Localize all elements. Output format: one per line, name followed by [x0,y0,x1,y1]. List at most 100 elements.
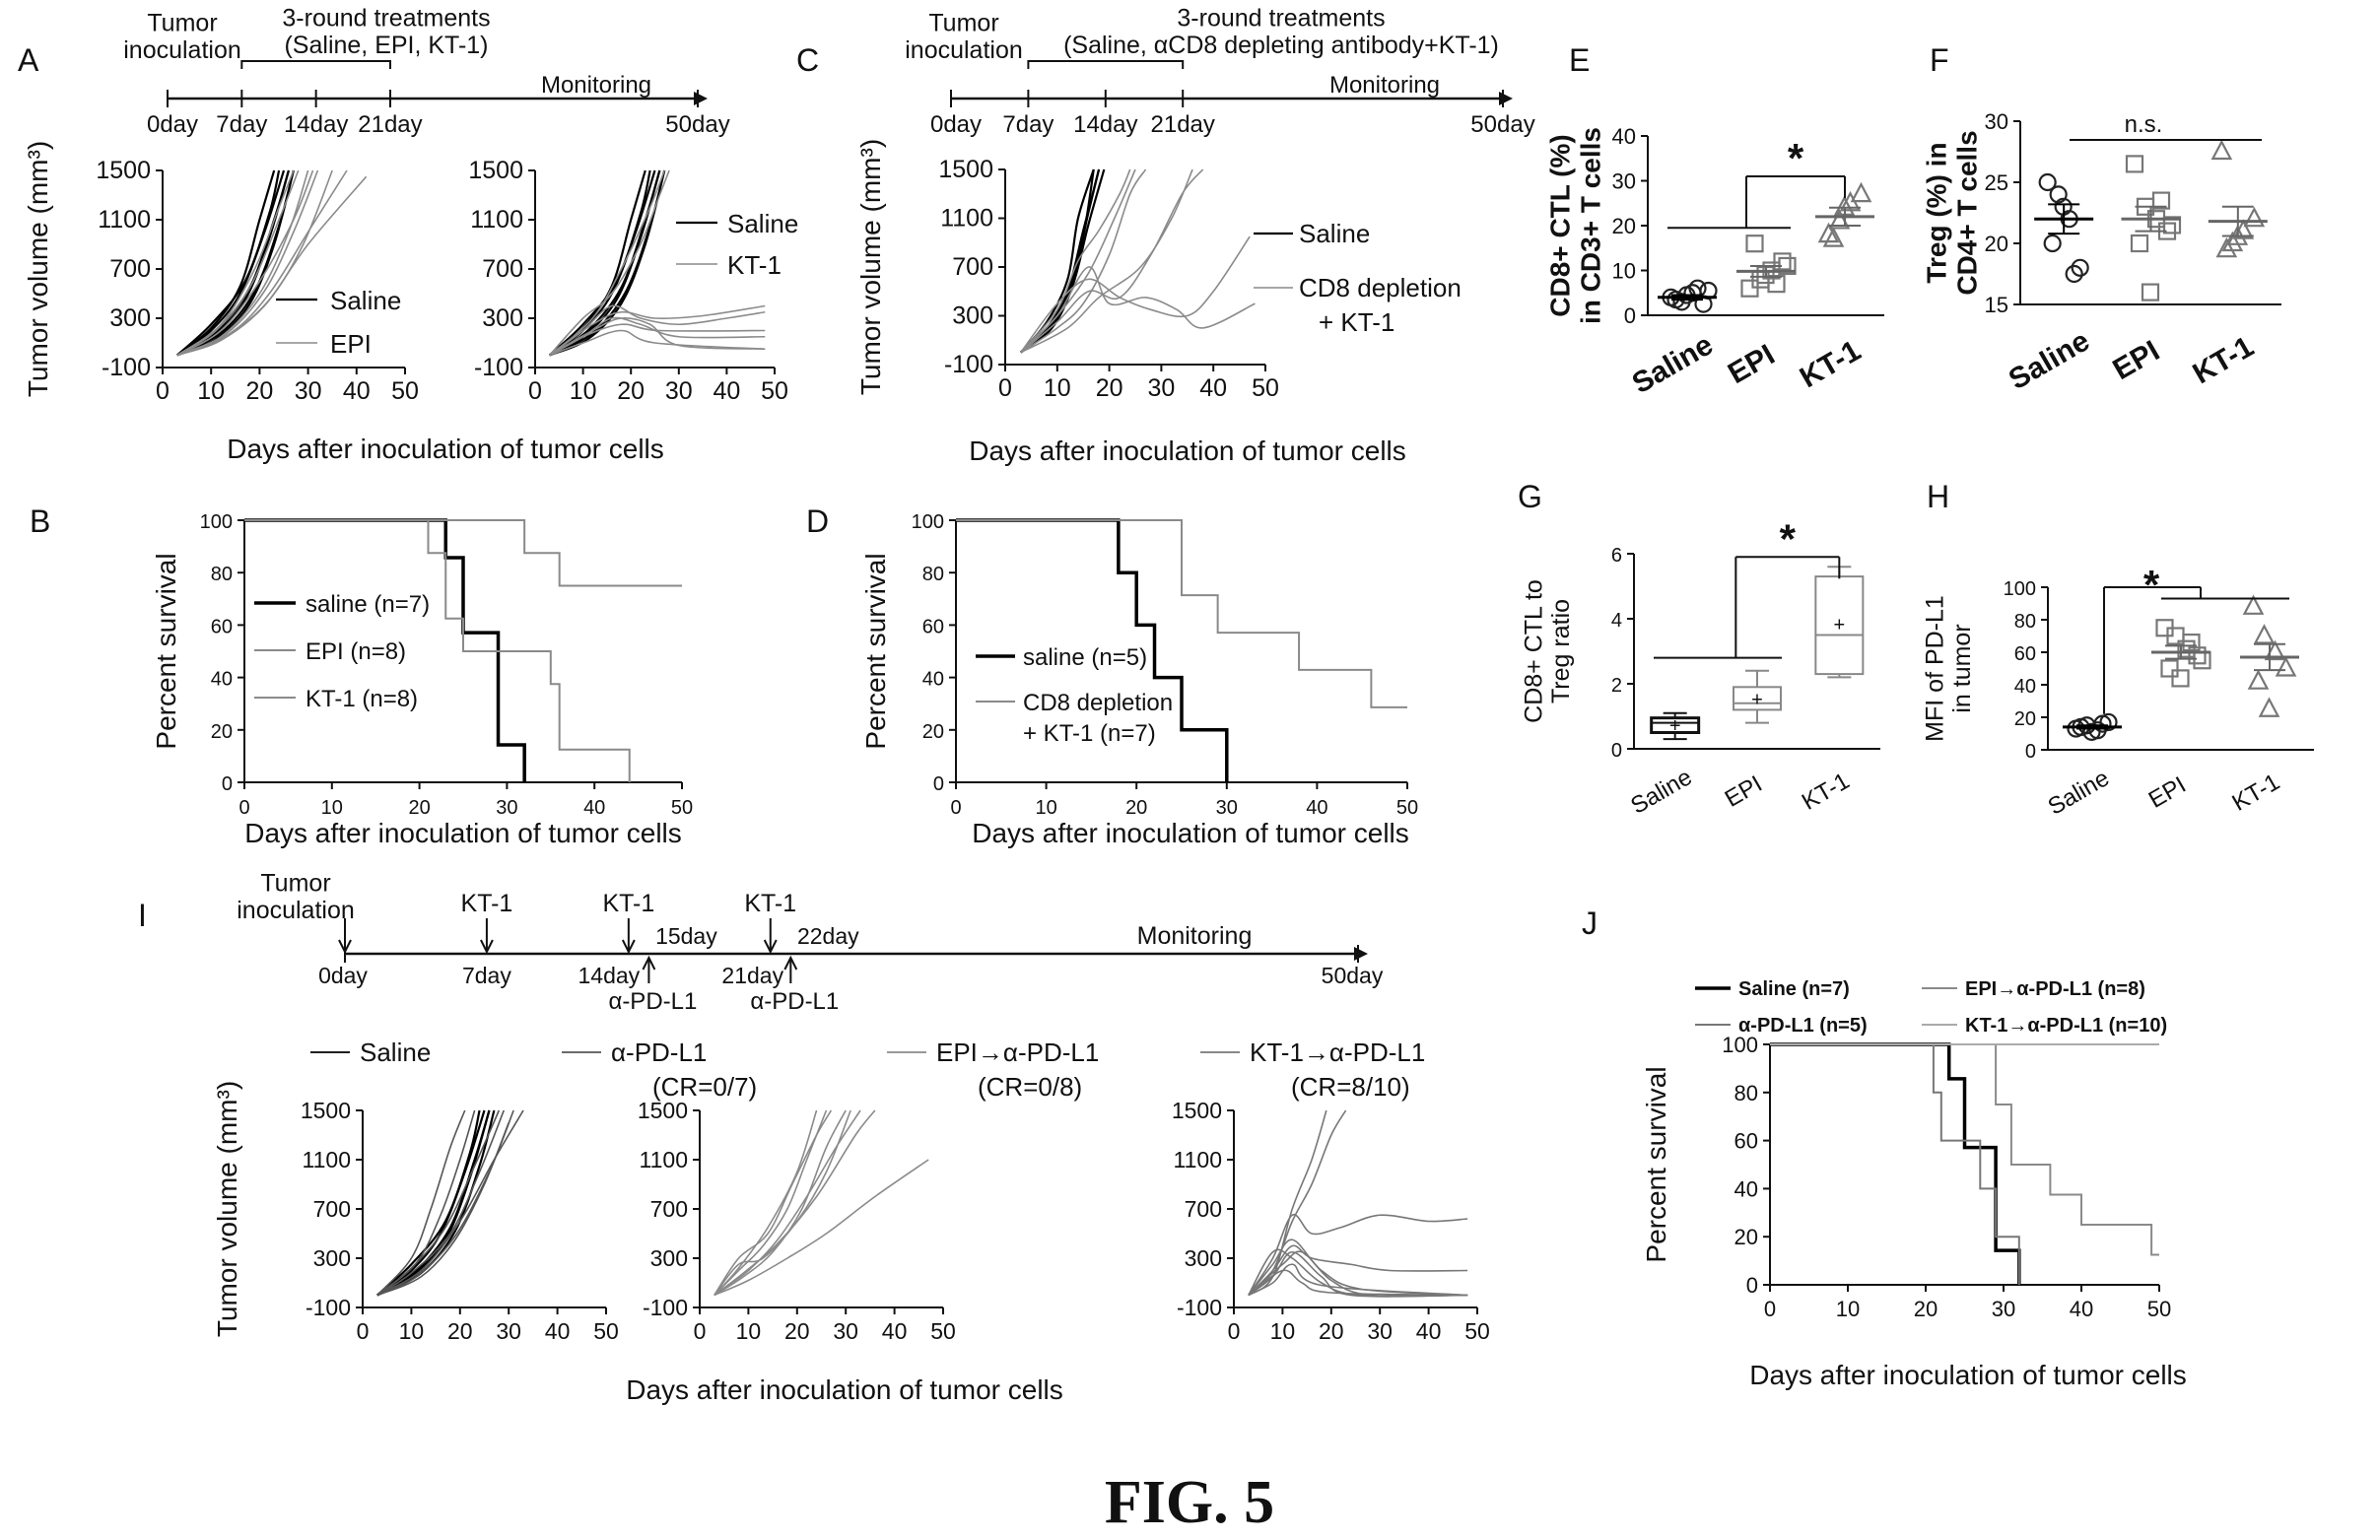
arrow-head [694,92,708,105]
data-point [2071,258,2089,277]
y-axis-label: Treg (%) inCD4+ T cells [1922,130,1983,295]
legend-label: Saline [330,286,401,315]
data-point [2242,594,2265,615]
series-line [549,316,766,357]
timeline-event-label: α-PD-L1 [750,988,839,1015]
series-line [176,169,295,357]
axes-G: 0 2 4 6 Saline EPI KT-1 CD8+ CTL toTreg ratio + +… [1520,545,1880,820]
y-tick-label: 2 [1611,675,1622,697]
timeline-day-label: 14day [284,111,348,138]
x-tick-label: 0 [998,374,1012,402]
y-tick-label: 40 [2014,676,2036,698]
legend-label: KT-1→α-PD-L1 [1250,1038,1425,1067]
series-line [1020,168,1131,354]
data-point [2162,216,2182,234]
y-tick-label: 60 [922,616,944,637]
arrow-head [621,939,636,955]
legend-label: α-PD-L1 [611,1038,707,1067]
legend-label: EPI→α-PD-L1 [936,1038,1099,1067]
y-axis-label: Tumor volume (mm³) [23,141,53,397]
survival-curve [956,518,1229,782]
panel-letter: C [796,42,819,78]
y-tick-label: 700 [1185,1196,1222,1222]
x-tick-label: 40 [1199,374,1227,402]
y-tick-label: 700 [952,253,993,281]
timeline-day-label: 0day [930,111,982,138]
x-tick-label: 0 [238,797,249,819]
series-line [1020,168,1101,354]
legend-label: EPI→α-PD-L1 (n=8) [1965,978,2145,1000]
legend-label: Saline [360,1038,431,1067]
significance-bracket: * [2103,562,2289,714]
y-tick-label: 20 [2014,708,2036,730]
series-line [549,329,766,357]
data-point [2247,669,2270,690]
plot-area-I-plot1 [376,1109,524,1297]
treatment-bracket [1027,60,1185,69]
timeline-day-label: 21day [721,963,783,988]
x-tick-label: 0 [950,797,961,819]
y-tick-label: 300 [952,302,993,330]
y-tick-label: 6 [1611,545,1622,567]
x-tick-label: 10 [736,1318,762,1344]
x-axis-label: Days after inoculation of tumor cells [972,818,1409,848]
category-label: EPI [1723,338,1780,390]
axes-I-plot3: -100 300 700 1100 1500 0 10 20 30 40 50 [1172,1098,1490,1344]
x-tick-label: 0 [1764,1297,1776,1321]
y-tick-label: 20 [1734,1225,1758,1249]
series-line [376,1109,524,1297]
panel-letter: E [1569,42,1590,78]
data-point [2188,646,2207,665]
y-tick-label: 1500 [638,1098,688,1123]
x-tick-label: 40 [1416,1318,1442,1344]
y-tick-label: 300 [109,304,151,332]
data-point [1740,279,1759,298]
significance-bracket: * [1654,515,1841,659]
y-tick-label: 40 [922,669,944,691]
plot-area-A-left [176,169,368,357]
y-tick-label: 60 [1734,1129,1758,1154]
x-axis-label: Days after inoculation of tumor cells [969,435,1406,466]
significance-label: * [2143,562,2160,608]
y-tick-label: 30 [1985,109,2008,134]
panel-letter: A [18,42,39,78]
data-point [2151,191,2171,210]
timeline-event-label: 3-round treatments (Saline, αCD8 depletin… [1063,4,1499,59]
x-tick-label: 0 [694,1318,707,1344]
data-point [1817,222,1840,243]
series-line [1020,168,1147,354]
x-axis-label: Days after inoculation of tumor cells [227,434,664,464]
category-label: EPI [2144,771,2191,814]
significance-label: n.s. [2125,111,2163,138]
series-line [176,169,319,357]
y-tick-label: 25 [1985,170,2008,195]
series-line [1248,1213,1468,1296]
category-label: Saline [2044,765,2114,821]
series-line [714,1109,833,1296]
box [1650,716,1701,735]
axes-B: 0 20 40 60 80 100 0 10 20 30 40 50 Percent survival D… [151,511,693,848]
legend-label: saline (n=7) [306,591,430,618]
timeline-day-label: 0day [147,111,198,138]
y-tick-label: 40 [1612,124,1636,149]
timeline-day-label: 7day [1002,111,1054,138]
timeline-I: Tumor inoculation KT-1 KT-1 KT-1 α-PD-L1 α-PD-… [237,869,1384,1015]
y-tick-label: 1500 [468,157,523,184]
y-tick-label: -100 [1177,1295,1222,1320]
x-tick-label: 0 [528,377,542,405]
y-tick-label: -100 [643,1295,688,1320]
y-tick-label: 0 [1746,1273,1758,1298]
legend-label: KT-1→α-PD-L1 (n=10) [1965,1015,2167,1037]
y-tick-label: 80 [211,564,233,585]
series-line [376,1122,510,1297]
series-line [176,169,286,357]
axes-I-plot2: -100 300 700 1100 1500 0 10 20 30 40 50 Days after … [626,1098,1063,1405]
x-tick-label: 50 [1396,797,1418,819]
data-point [2171,669,2190,688]
y-axis-label: Tumor volume (mm³) [855,139,886,395]
x-tick-label: 40 [882,1318,908,1344]
y-tick-label: 0 [933,773,944,795]
timeline-day-label: 7day [462,963,511,988]
series-line [1020,168,1101,354]
series-line [1020,168,1193,354]
